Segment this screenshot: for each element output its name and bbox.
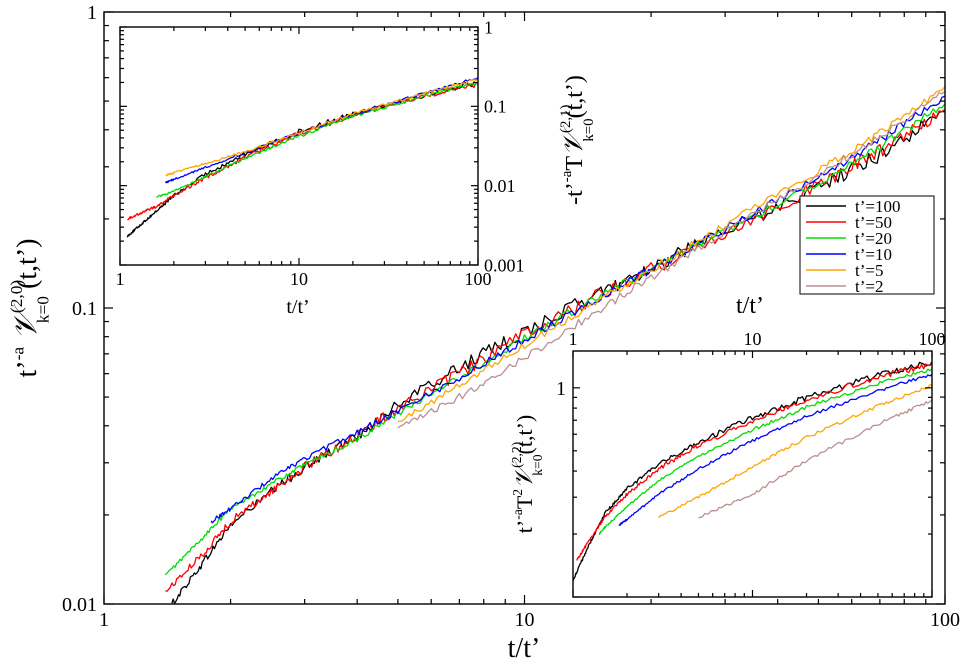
series-line (698, 399, 933, 519)
y-tick-label: 0.1 (72, 298, 97, 320)
x-tick-label: 10 (744, 329, 762, 349)
x-tick-label: 1 (99, 609, 109, 631)
legend-label: t’=10 (855, 245, 892, 264)
legend-label: t’=50 (855, 213, 892, 232)
series-line (658, 384, 933, 519)
legend-label: t’=5 (855, 261, 883, 280)
plot-area (573, 351, 932, 597)
y-tick-label: 0.1 (484, 97, 507, 117)
series-group (572, 361, 933, 581)
ticks (119, 26, 479, 266)
y-tick-label: 0.01 (484, 176, 516, 196)
ylabel-prefix: t’ (12, 360, 43, 377)
legend-label: t’=2 (855, 277, 883, 296)
series-line (127, 82, 479, 221)
series-line (397, 90, 946, 429)
ylabel-exp: -a (559, 170, 575, 182)
series-line (165, 108, 946, 592)
ylabel-mid-exp: 2 (510, 489, 525, 496)
x-tick-label: 10 (290, 269, 308, 289)
series-line (210, 95, 946, 524)
y-axis-label: t’-a 𝒱(2,0) k=0 (t,t’) (7, 239, 53, 378)
ylabel-sup: (2,1) (558, 104, 574, 133)
ylabel-prefix: t’ (512, 520, 537, 533)
legend-label: t’=100 (855, 197, 900, 216)
ticks (103, 11, 946, 605)
series-line (156, 81, 479, 199)
plot-area (120, 27, 478, 265)
legend-label: t’=20 (855, 229, 892, 248)
x-axis-label: t/t’ (286, 296, 309, 318)
series-line (576, 363, 933, 561)
ylabel-exp: -a (510, 509, 525, 520)
ylabel-sub: k=0 (530, 454, 545, 475)
ylabel-exp: -a (8, 347, 27, 361)
x-tick-label: 100 (465, 269, 492, 289)
ticks (572, 351, 933, 598)
x-tick-label: 100 (930, 609, 960, 631)
ylabel-mid: T (562, 156, 588, 171)
ylabel-sub: k=0 (34, 296, 53, 323)
ylabel-sub: k=0 (581, 118, 597, 141)
x-tick-label: 100 (919, 329, 946, 349)
x-tick-label: 10 (515, 609, 535, 631)
legend-box (799, 195, 935, 295)
x-axis-label: t/t’ (508, 633, 541, 664)
series-group (126, 77, 479, 238)
ylabel-suffix: (t,t’) (12, 239, 43, 297)
series-line (397, 86, 946, 423)
series-group (164, 86, 946, 605)
ylabel-suffix: (t,t’) (562, 75, 588, 118)
x-tick-label: 1 (569, 329, 578, 349)
y-tick-label: 0.001 (484, 255, 525, 275)
series-line (165, 78, 479, 177)
ylabel-mid (12, 340, 43, 347)
y-tick-label: 1 (556, 378, 566, 400)
x-tick-label: 1 (116, 269, 125, 289)
series-line (598, 368, 933, 536)
y-tick-label: 0.01 (62, 594, 97, 616)
x-axis-label: t/t’ (736, 293, 764, 319)
y-tick-label: 1 (87, 2, 97, 24)
ylabel-sup: (2,2) (509, 442, 525, 468)
y-tick-label: 1 (484, 17, 493, 37)
y-axis-label: -t’-aT𝒱(2,1) k=0(t,t’) (557, 75, 597, 205)
ylabel-mid: T (512, 495, 537, 509)
series-line (618, 373, 933, 526)
ylabel-suffix: (t,t’) (512, 415, 537, 455)
ylabel-prefix: -t’ (562, 182, 588, 205)
ylabel-sup: (2,0) (7, 280, 26, 313)
